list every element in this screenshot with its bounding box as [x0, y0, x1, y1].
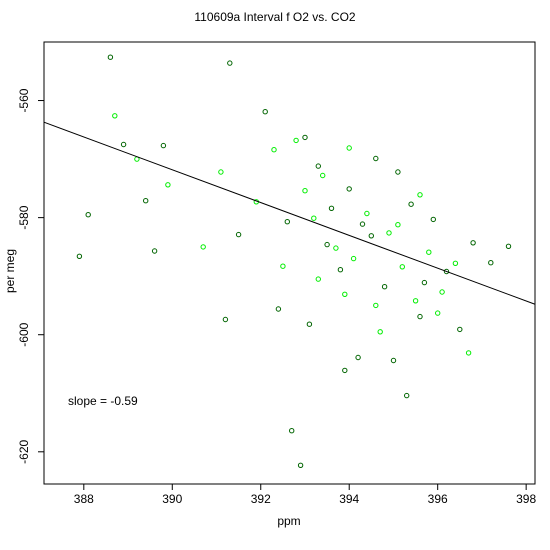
- data-point: [218, 169, 224, 175]
- x-tick-label: 388: [74, 492, 94, 506]
- data-point: [377, 329, 383, 335]
- data-point: [275, 306, 282, 312]
- chart-title: 110609a Interval f O2 vs. CO2: [194, 10, 356, 24]
- data-point: [289, 428, 295, 434]
- data-point: [435, 310, 441, 316]
- y-tick-label: -620: [17, 439, 31, 463]
- data-point: [408, 201, 414, 207]
- data-point: [324, 241, 330, 248]
- data-point: [359, 221, 366, 227]
- data-point: [443, 268, 450, 275]
- data-point: [395, 222, 401, 228]
- plot-frame: [43, 41, 536, 485]
- data-point: [315, 163, 321, 169]
- data-point: [417, 192, 423, 198]
- data-point: [417, 313, 423, 320]
- data-point: [333, 245, 339, 251]
- data-point: [412, 298, 419, 304]
- data-point: [505, 243, 512, 250]
- x-tick-label: 390: [162, 492, 182, 506]
- data-point: [227, 60, 233, 66]
- data-point: [452, 260, 459, 266]
- data-point: [271, 147, 277, 153]
- data-point: [302, 188, 308, 194]
- slope-annotation: slope = -0.59: [68, 394, 138, 408]
- data-point: [386, 230, 392, 236]
- data-point: [151, 248, 158, 254]
- data-point: [457, 326, 463, 333]
- data-point: [262, 109, 268, 115]
- y-axis-label: per meg: [3, 249, 17, 293]
- data-point: [302, 134, 308, 141]
- data-point: [284, 219, 290, 225]
- data-point: [280, 263, 286, 269]
- data-point: [373, 155, 379, 162]
- y-tick-label: -560: [17, 88, 31, 112]
- data-point: [439, 289, 445, 295]
- x-tick-label: 398: [516, 492, 536, 506]
- data-point: [368, 233, 374, 239]
- data-point: [342, 291, 348, 297]
- data-point: [399, 264, 405, 270]
- y-tick-label: -600: [17, 322, 31, 346]
- data-point: [160, 142, 167, 149]
- data-point: [235, 231, 242, 238]
- data-point: [426, 249, 432, 255]
- x-axis: 388 390 392 394 396 398: [74, 484, 536, 506]
- data-point: [112, 113, 118, 119]
- data-point: [430, 216, 436, 223]
- y-axis: -560 -580 -600 -620: [17, 88, 44, 464]
- x-tick-label: 394: [339, 492, 359, 506]
- data-point: [306, 321, 313, 327]
- data-point: [346, 186, 352, 192]
- x-axis-label: ppm: [277, 514, 300, 528]
- data-point: [165, 182, 171, 188]
- data-point: [404, 392, 410, 399]
- data-point: [120, 141, 127, 148]
- data-point: [107, 54, 114, 60]
- data-point: [470, 240, 476, 246]
- data-point: [320, 172, 326, 179]
- data-point: [421, 279, 428, 286]
- data-point: [293, 137, 299, 144]
- x-tick-label: 392: [251, 492, 271, 506]
- regression-line: [43, 121, 536, 305]
- data-point: [364, 210, 370, 217]
- data-point: [222, 316, 229, 323]
- data-point: [76, 253, 83, 259]
- x-tick-label: 396: [428, 492, 448, 506]
- data-point: [311, 215, 317, 221]
- data-point: [381, 284, 388, 290]
- data-point: [465, 350, 472, 356]
- data-point: [355, 354, 361, 361]
- data-point: [350, 255, 357, 262]
- data-point: [85, 212, 91, 218]
- data-point: [342, 367, 348, 374]
- data-point: [395, 169, 401, 175]
- data-point: [337, 267, 344, 273]
- data-point: [297, 462, 304, 468]
- data-point: [328, 205, 335, 212]
- data-point: [315, 276, 321, 282]
- data-point: [143, 198, 149, 204]
- y-tick-label: -580: [17, 205, 31, 229]
- data-point: [390, 357, 397, 364]
- data-point: [488, 260, 494, 266]
- data-point: [346, 145, 352, 151]
- data-point: [200, 244, 206, 250]
- data-point: [373, 302, 379, 309]
- data-points: [76, 54, 512, 468]
